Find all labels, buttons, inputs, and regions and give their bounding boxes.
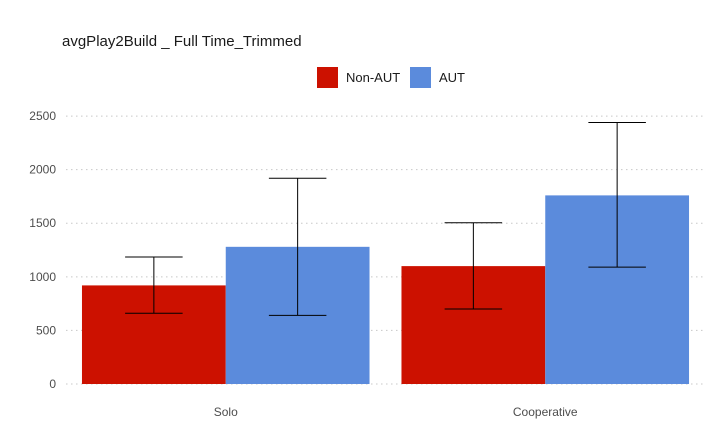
y-tick-label: 1500 — [29, 216, 56, 230]
axes: 0 500 1000 1500 2000 2500 Solo Cooperative — [29, 109, 578, 419]
chart-title: avgPlay2Build _ Full Time_Trimmed — [62, 33, 302, 50]
bars — [81, 195, 690, 384]
legend: Non-AUT AUT — [317, 67, 465, 88]
legend-label: Non-AUT — [346, 70, 400, 85]
y-tick-label: 2500 — [29, 109, 56, 123]
x-tick-label: Solo — [214, 405, 238, 419]
x-tick-label: Cooperative — [513, 405, 578, 419]
legend-key — [410, 67, 431, 88]
y-tick-label: 500 — [36, 323, 56, 337]
y-tick-label: 2000 — [29, 163, 56, 177]
y-tick-label: 0 — [49, 377, 56, 391]
legend-label: AUT — [439, 70, 465, 85]
y-tick-label: 1000 — [29, 270, 56, 284]
legend-key — [317, 67, 338, 88]
error-bars — [125, 122, 646, 316]
